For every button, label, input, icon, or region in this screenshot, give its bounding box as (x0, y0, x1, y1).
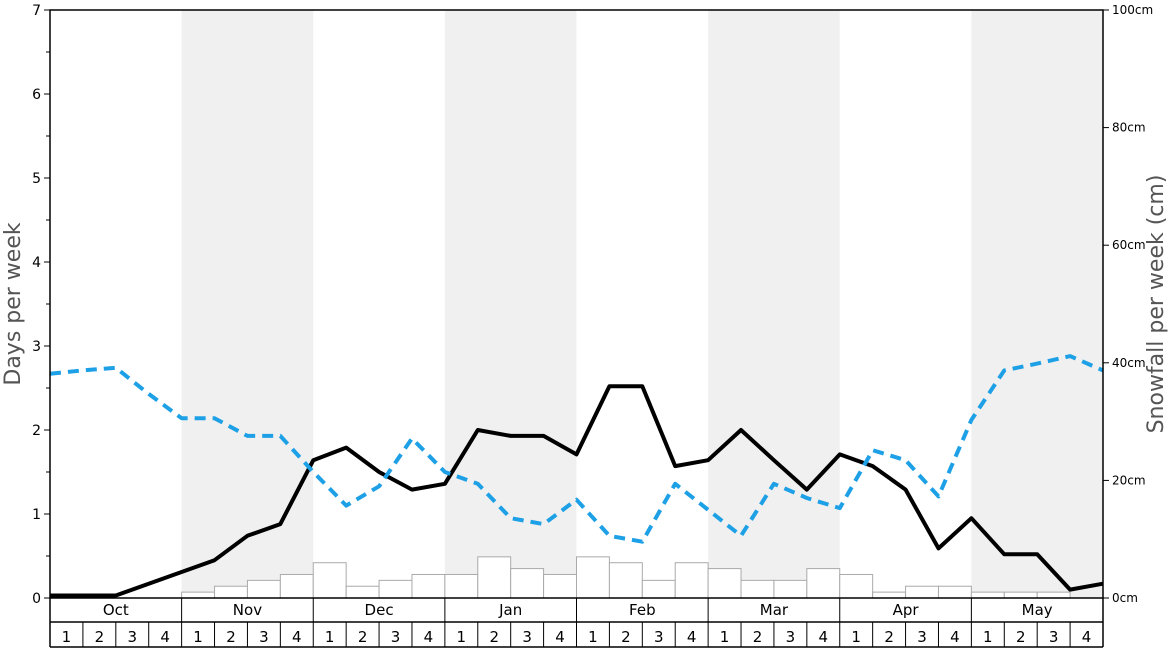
snowfall-bar (411, 573, 446, 599)
week-label: 1 (983, 628, 993, 646)
month-shading-bands (181, 10, 1103, 598)
week-label: 2 (884, 628, 894, 646)
month-band (708, 10, 840, 598)
month-label: May (1022, 601, 1053, 619)
snowfall-bar (674, 562, 709, 599)
snowfall-bar (806, 568, 841, 599)
week-label: 3 (127, 628, 137, 646)
week-label: 4 (555, 628, 565, 646)
right-tick-label: 80cm (1112, 121, 1146, 135)
month-label: Dec (365, 601, 394, 619)
week-label: 1 (588, 628, 598, 646)
right-tick-label: 20cm (1112, 473, 1146, 487)
snowfall-bar (773, 579, 808, 599)
left-tick-label: 5 (32, 171, 41, 187)
week-label: 3 (654, 628, 664, 646)
snowfall-bar (740, 579, 775, 599)
left-tick-label: 6 (32, 87, 41, 103)
snowfall-bar (181, 591, 216, 599)
snowfall-bar (872, 591, 907, 599)
month-label: Mar (760, 601, 789, 619)
week-label: 4 (687, 628, 697, 646)
week-label: 4 (819, 628, 829, 646)
left-tick-label: 4 (32, 255, 41, 271)
snowfall-bar (543, 573, 577, 599)
month-band (444, 10, 577, 598)
snowfall-bar (1036, 591, 1071, 599)
week-label: 4 (292, 628, 302, 646)
week-label: 2 (621, 628, 631, 646)
snowfall-bar (1003, 591, 1038, 599)
day-lines (49, 354, 1104, 598)
snowfall-bar (214, 585, 248, 599)
month-week-axis: Oct 1 2 3 4 Nov 1 2 3 4 Dec 1 2 3 4 Jan 1 2 3 4 Feb 1 2 3 4 Mar 1 2… (49, 598, 1104, 648)
snowfall-bars (181, 556, 1071, 599)
month-band (971, 10, 1103, 598)
snowfall-bar (937, 585, 972, 599)
week-label: 4 (950, 628, 960, 646)
right-axis-label: Snowfall per week (cm) (1144, 175, 1168, 434)
week-label: 3 (786, 628, 796, 646)
snowfall-bar (246, 579, 281, 599)
month-label: Apr (893, 601, 920, 619)
week-label: 4 (160, 628, 170, 646)
right-tick-label: 40cm (1112, 356, 1146, 370)
left-tick-label: 7 (32, 3, 41, 19)
left-tick-label: 0 (32, 591, 41, 607)
days-line-solid (50, 384, 1104, 598)
month-band (181, 10, 314, 598)
snowfall-bar (970, 591, 1005, 599)
left-tick-label: 2 (32, 423, 41, 439)
right-tick-label: 100cm (1112, 3, 1153, 17)
snowfall-bar (641, 579, 676, 599)
week-label: 1 (193, 628, 203, 646)
snowfall-bar (477, 556, 512, 599)
month-label: Oct (103, 601, 129, 619)
week-label: 2 (489, 628, 499, 646)
right-tick-label: 60cm (1112, 238, 1146, 252)
snowfall-bar (905, 585, 939, 599)
week-label: 1 (325, 628, 335, 646)
week-label: 3 (259, 628, 269, 646)
week-label: 4 (1082, 628, 1092, 646)
month-label: Feb (629, 601, 656, 619)
week-label: 2 (95, 628, 105, 646)
week-label: 1 (62, 628, 72, 646)
days-line-dashed (49, 354, 1104, 544)
week-label: 3 (391, 628, 401, 646)
right-axis: 0cm 20cm 40cm 60cm 80cm 100cm (1103, 3, 1153, 605)
left-axis-label: Days per week (1, 222, 26, 385)
right-tick-label: 0cm (1112, 591, 1138, 605)
snowfall-bar (279, 573, 314, 599)
left-tick-label: 3 (32, 339, 41, 355)
left-tick-label: 1 (32, 507, 41, 523)
snowfall-bar (378, 579, 413, 599)
snowfall-bar (576, 556, 610, 599)
snowfall-bar (608, 562, 643, 599)
snowfall-bar (707, 568, 742, 599)
week-label: 3 (1049, 628, 1059, 646)
left-axis: 0 1 2 3 4 5 6 7 (32, 3, 50, 607)
week-label: 1 (457, 628, 467, 646)
week-label: 2 (358, 628, 368, 646)
week-label: 3 (522, 628, 532, 646)
week-label: 1 (720, 628, 730, 646)
week-label: 4 (424, 628, 434, 646)
snowfall-bar (510, 568, 545, 599)
snowfall-bar (312, 562, 347, 599)
week-label: 2 (753, 628, 763, 646)
week-label: 2 (226, 628, 236, 646)
month-label: Nov (233, 601, 262, 619)
snowfall-bar (345, 585, 380, 599)
month-label: Jan (498, 601, 522, 619)
week-label: 2 (1016, 628, 1026, 646)
snowfall-bar (839, 573, 874, 599)
week-label: 1 (851, 628, 861, 646)
week-label: 3 (917, 628, 927, 646)
snowfall-bar (444, 573, 479, 599)
